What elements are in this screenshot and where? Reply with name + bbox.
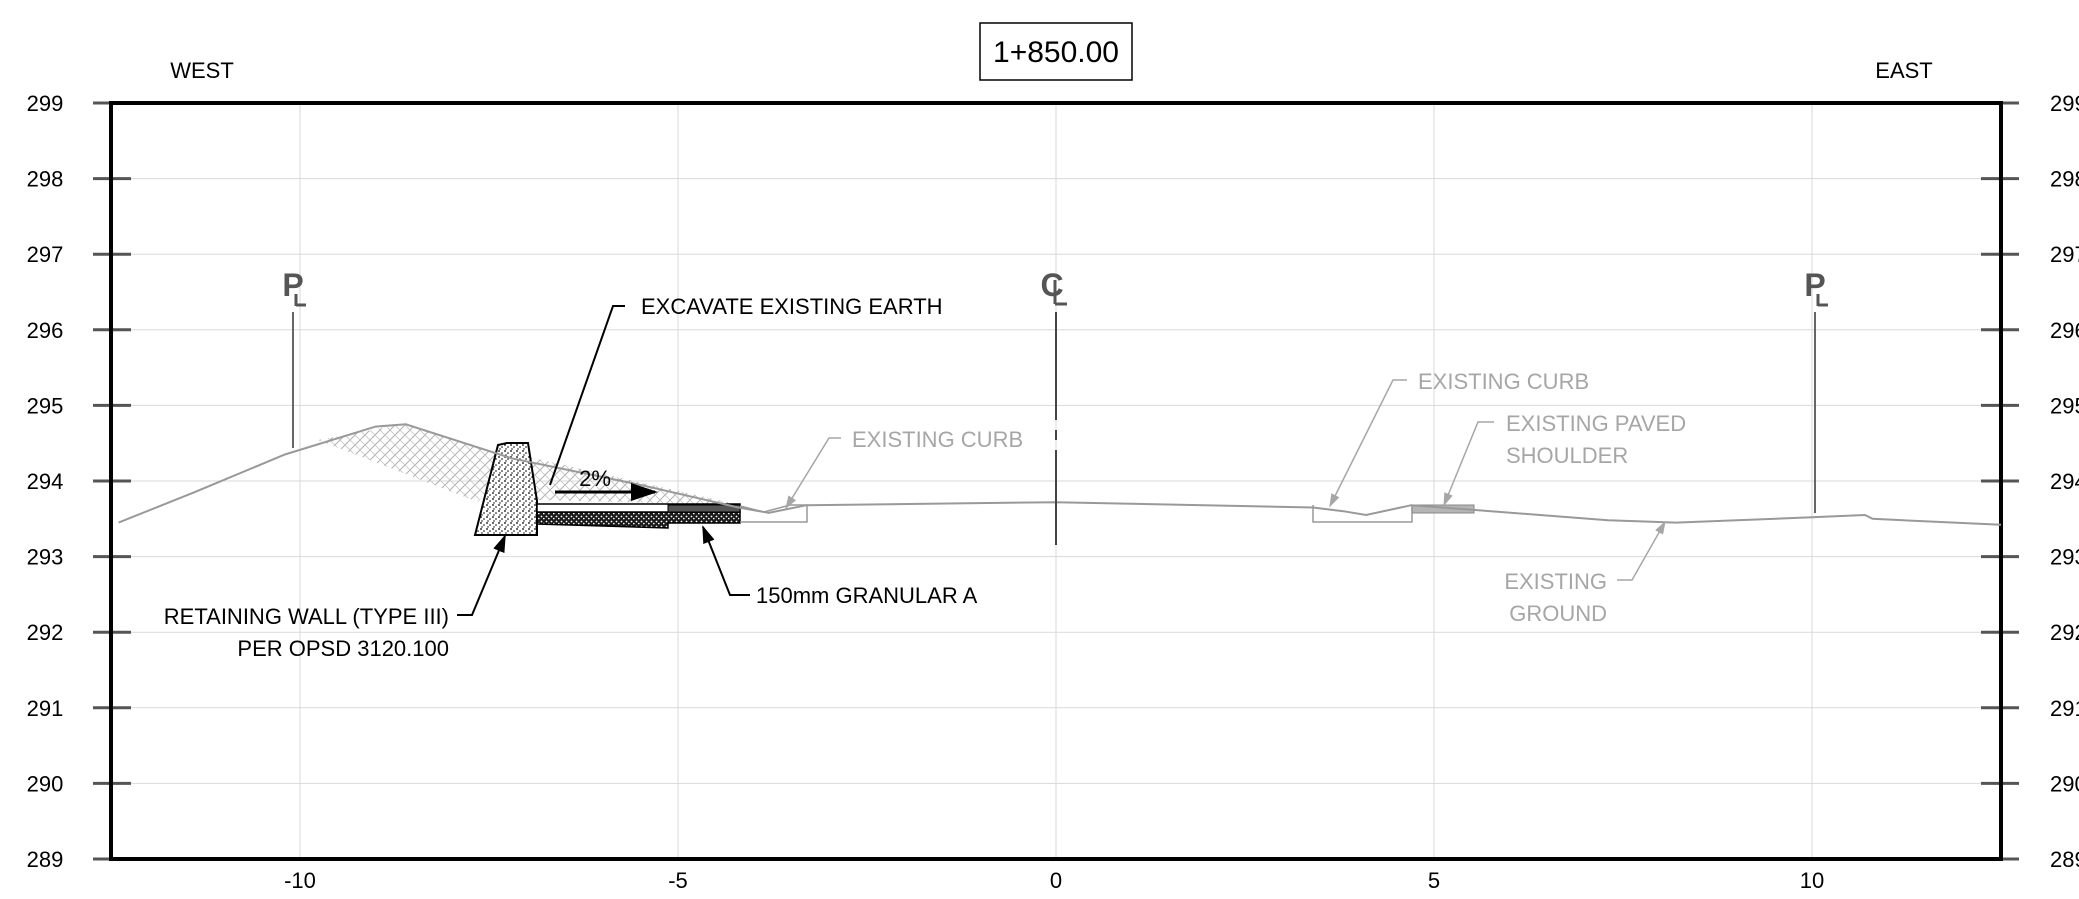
existing-curb-east-label: EXISTING CURB xyxy=(1418,369,1589,394)
existing-paved-leader xyxy=(1443,421,1494,507)
property-line-west: P xyxy=(282,267,306,448)
existing-curb-east-leader xyxy=(1329,379,1407,508)
elevation-tick-label: 296 xyxy=(27,318,64,343)
elevation-tick-label: 290 xyxy=(27,771,64,796)
elevation-tick-label: 297 xyxy=(27,242,64,267)
elevation-tick-label-right: 296 xyxy=(2050,318,2079,343)
pl-symbol-east: P xyxy=(1804,267,1825,303)
elevation-tick-label-right: 291 xyxy=(2050,696,2079,721)
pl-symbol-west: P xyxy=(282,267,303,303)
station-label: 1+850.00 xyxy=(993,36,1119,69)
elevation-tick-label-right: 294 xyxy=(2050,469,2079,494)
retaining-wall-label-1: RETAINING WALL (TYPE III) xyxy=(164,604,449,629)
existing-curb-west-label: EXISTING CURB xyxy=(852,427,1023,452)
existing-ground-label-2: GROUND xyxy=(1509,601,1607,626)
elevation-tick-label: 299 xyxy=(27,91,64,116)
offset-tick-label: 10 xyxy=(1800,868,1824,893)
elevation-tick-label-right: 297 xyxy=(2050,242,2079,267)
east-label: EAST xyxy=(1875,58,1932,83)
elevation-tick-label-right: 292 xyxy=(2050,620,2079,645)
existing-ground-label-1: EXISTING xyxy=(1504,569,1607,594)
excavate-label: EXCAVATE EXISTING EARTH xyxy=(641,294,943,319)
offset-tick-label: -5 xyxy=(668,868,688,893)
plot-frame xyxy=(109,101,2003,861)
elevation-labels-right: 299 298 297 296 295 294 293 292 291 290 289 xyxy=(2050,91,2079,872)
retaining-wall-leader xyxy=(457,534,506,616)
retaining-wall xyxy=(473,442,538,536)
existing-ground-line xyxy=(118,423,2002,526)
elevation-labels-left: 299 298 297 296 295 294 293 292 291 290 289 xyxy=(27,91,64,872)
elevation-tick-label: 298 xyxy=(27,167,64,192)
elevation-tick-label: 292 xyxy=(27,620,64,645)
asphalt-top-layer xyxy=(667,504,741,513)
elevation-tick-label: 294 xyxy=(27,469,64,494)
elevation-tick-label-right: 293 xyxy=(2050,545,2079,570)
elevation-tick-label: 295 xyxy=(27,393,64,418)
cl-symbol: C xyxy=(1040,267,1063,303)
centerline-marker: C xyxy=(1040,267,1067,545)
offset-tick-label: 0 xyxy=(1050,868,1062,893)
elevation-tick-label: 289 xyxy=(27,847,64,872)
elevation-tick-label-right: 295 xyxy=(2050,393,2079,418)
elevation-tick-label-right: 298 xyxy=(2050,167,2079,192)
elevation-tick-label: 291 xyxy=(27,696,64,721)
elevation-tick-label-right: 290 xyxy=(2050,771,2079,796)
existing-ground-leader xyxy=(1617,520,1666,581)
elevation-tick-label-right: 289 xyxy=(2050,847,2079,872)
existing-paved-label-2: SHOULDER xyxy=(1506,443,1628,468)
granular-base-layer xyxy=(536,511,741,529)
retaining-wall-label-2: PER OPSD 3120.100 xyxy=(237,636,449,661)
offset-tick-label: 5 xyxy=(1428,868,1440,893)
offset-labels: -10 -5 0 5 10 xyxy=(284,868,1824,893)
property-line-east: P xyxy=(1804,267,1828,513)
excavate-leader xyxy=(549,305,625,486)
slope-label: 2% xyxy=(579,466,611,491)
offset-tick-label: -10 xyxy=(284,868,316,893)
station-box xyxy=(979,22,1133,81)
west-label: WEST xyxy=(170,58,234,83)
granular-label: 150mm GRANULAR A xyxy=(756,583,978,608)
existing-paved-label-1: EXISTING PAVED xyxy=(1506,411,1686,436)
granular-leader xyxy=(702,525,750,596)
elevation-tick-label: 293 xyxy=(27,545,64,570)
elevation-tick-label-right: 299 xyxy=(2050,91,2079,116)
existing-curb-west-leader xyxy=(785,437,841,510)
